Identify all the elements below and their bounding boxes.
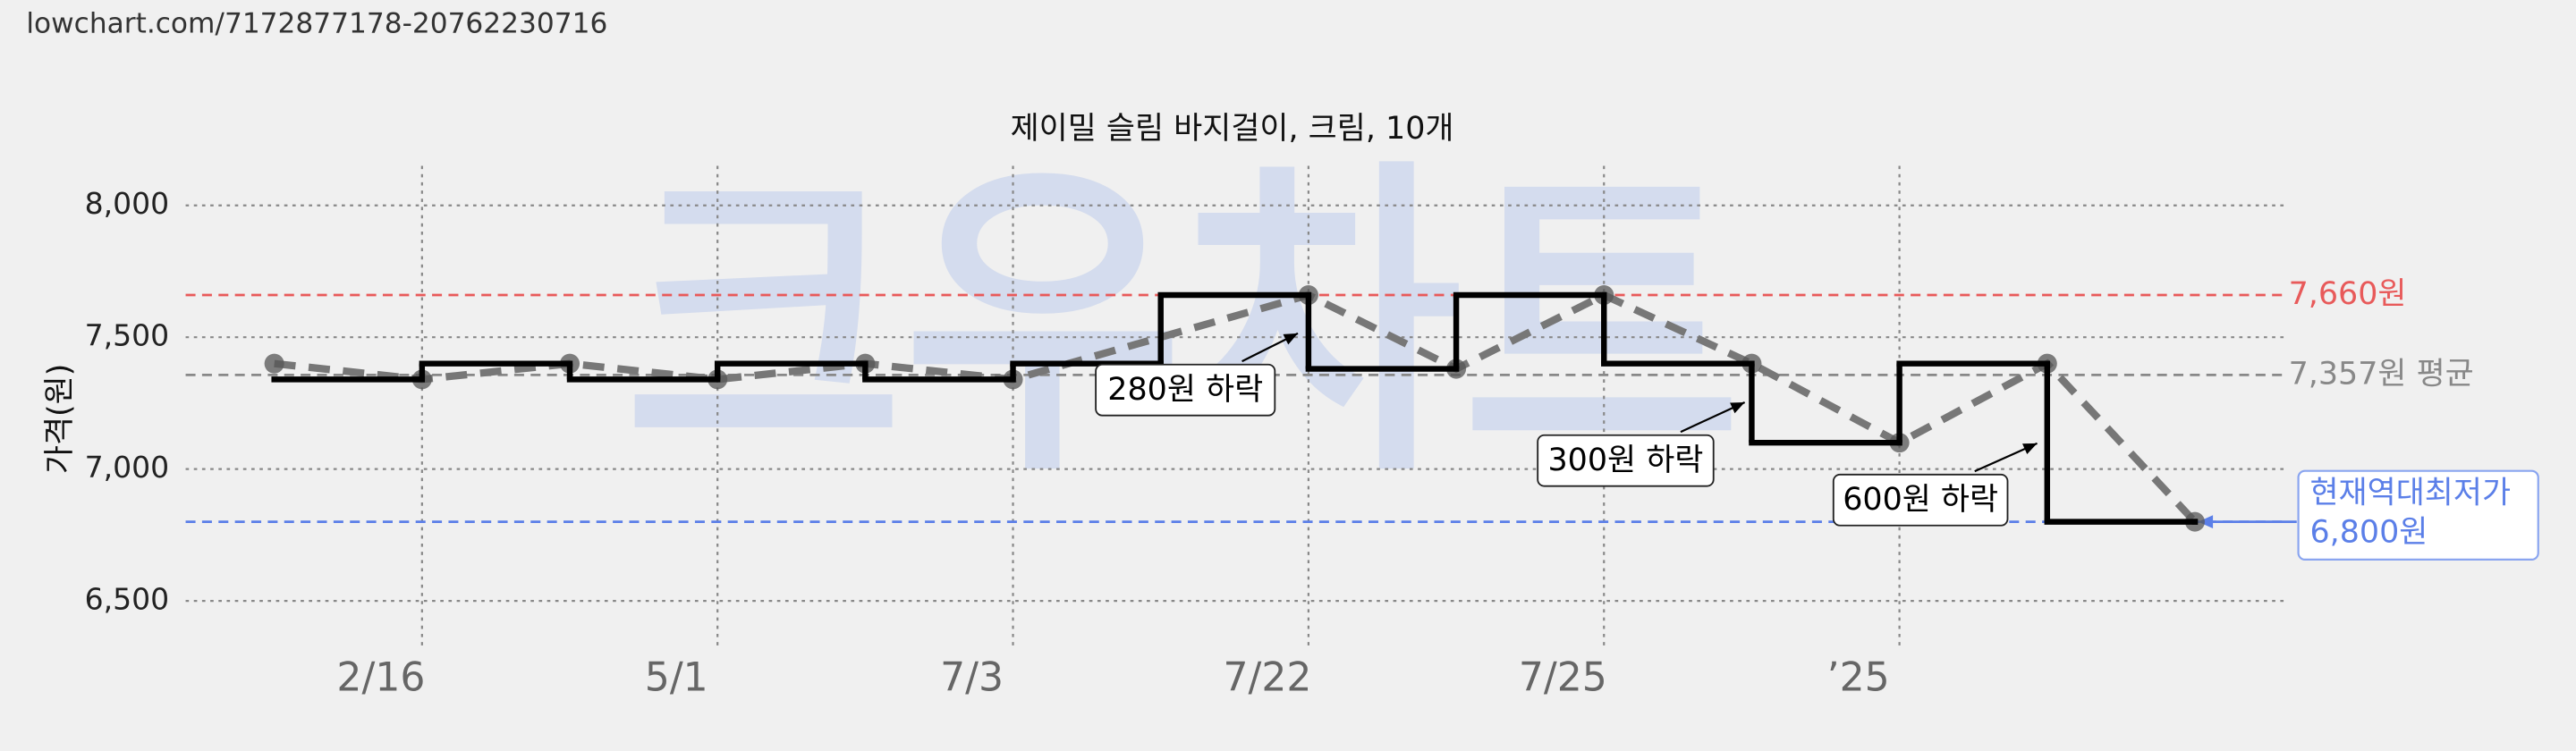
annotation: 280원 하락 xyxy=(1107,372,1263,408)
x-tick-label: 2/16 xyxy=(336,654,425,700)
chart-title: 제이밀 슬림 바지걸이, 크림, 10개 xyxy=(1011,111,1454,147)
reference-label: 7,660원 xyxy=(2289,276,2407,312)
y-tick-label: 7,000 xyxy=(85,450,170,485)
annotation-arrow-head xyxy=(1283,333,1299,345)
annotation-box xyxy=(1832,473,2009,527)
x-tick-label: 5/1 xyxy=(645,654,708,700)
y-tick-label: 8,000 xyxy=(85,186,170,221)
min-label: 6,800원 xyxy=(2309,514,2428,550)
x-tick-label: 7/25 xyxy=(1519,654,1607,700)
annotation-arrow-head xyxy=(1730,402,1745,414)
y-axis-label: 가격(원) xyxy=(42,364,78,474)
x-tick-label: ’25 xyxy=(1827,654,1890,700)
x-tick-label: 7/22 xyxy=(1223,654,1311,700)
annotation-box xyxy=(1095,363,1276,417)
annotation: 300원 하락 xyxy=(1547,443,1703,478)
y-tick-label: 6,500 xyxy=(85,582,170,617)
min-label: 현재역대최저가 xyxy=(2309,475,2511,511)
min-arrow-head xyxy=(2198,515,2214,528)
y-tick-label: 7,500 xyxy=(85,318,170,353)
min-label-box xyxy=(2297,469,2539,561)
annotation-box xyxy=(1537,434,1715,487)
annotation-arrow-head xyxy=(2022,443,2038,455)
reference-label: 7,357원 평균 xyxy=(2289,356,2474,392)
url: lowchart.com/7172877178-20762230716 xyxy=(26,8,607,40)
annotation: 600원 하락 xyxy=(1843,482,1998,518)
point xyxy=(264,353,284,374)
x-tick-label: 7/3 xyxy=(940,654,1004,700)
